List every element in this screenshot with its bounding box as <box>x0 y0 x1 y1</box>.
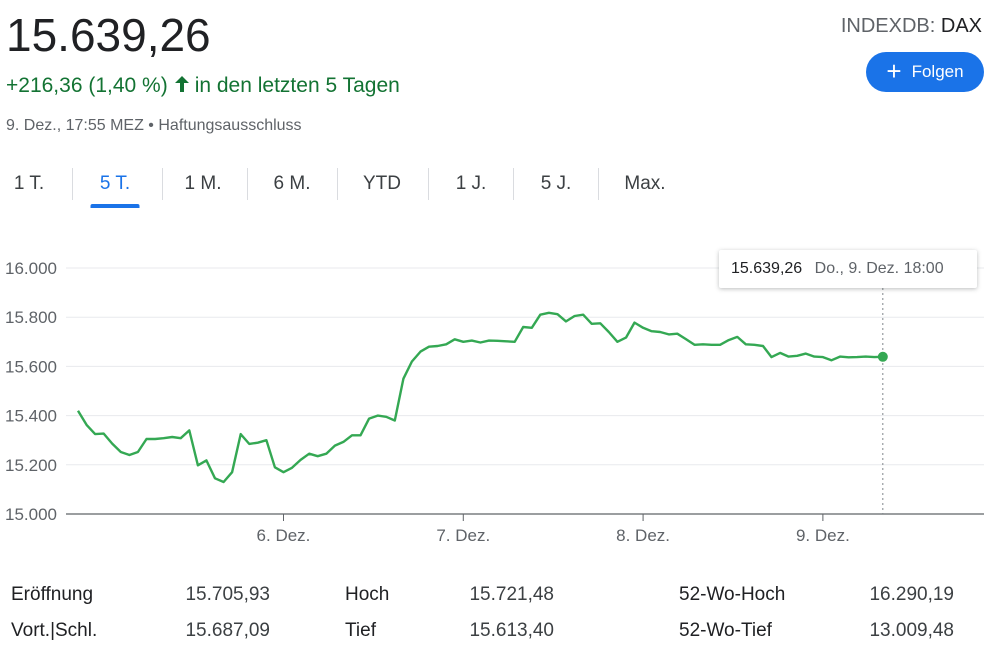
tab-divider <box>428 168 429 200</box>
ticker-symbol: DAX <box>940 15 982 37</box>
tab-divider <box>162 168 163 200</box>
stat-label-52w-high: 52-Wo-Hoch <box>679 584 786 605</box>
stat-value-52w-high: 16.290,19 <box>869 584 954 605</box>
arrow-up-icon <box>174 72 189 100</box>
tab-divider <box>598 168 599 200</box>
chart-tooltip: 15.639,26 Do., 9. Dez. 18:00 <box>719 250 977 288</box>
quote-stats: Eröffnung 15.705,93 Vort.|Schl. 15.687,0… <box>0 578 988 648</box>
tab-ytd[interactable]: YTD <box>363 173 401 194</box>
y-tick-label: 15.000 <box>5 505 57 524</box>
y-tick-label: 16.000 <box>5 259 57 278</box>
stat-value-52w-low: 13.009,48 <box>869 620 954 641</box>
stat-value-low: 15.613,40 <box>469 620 554 641</box>
quote-meta: 9. Dez., 17:55 MEZ • Haftungsausschluss <box>6 116 302 136</box>
follow-label: Folgen <box>911 62 964 81</box>
x-tick-label: 8. Dez. <box>616 526 670 545</box>
tab-1-year[interactable]: 1 J. <box>455 173 487 194</box>
stat-value-open: 15.705,93 <box>185 584 270 605</box>
plus-icon: + <box>886 56 902 86</box>
tooltip-value: 15.639,26 <box>731 260 803 277</box>
tab-divider <box>513 168 514 200</box>
x-tick-label: 9. Dez. <box>796 526 850 545</box>
price-change: +216,36 (1,40 %) in den letzten 5 Tagen <box>6 72 400 100</box>
disclaimer-link[interactable]: Haftungsausschluss <box>158 117 302 134</box>
timestamp: 9. Dez., 17:55 MEZ <box>6 117 144 134</box>
stat-value-high: 15.721,48 <box>469 584 554 605</box>
tab-6-months[interactable]: 6 M. <box>273 173 311 194</box>
tab-max[interactable]: Max. <box>624 173 666 194</box>
stat-label-high: Hoch <box>345 584 390 605</box>
change-period: in den letzten 5 Tagen <box>194 74 400 97</box>
stat-label-52w-low: 52-Wo-Tief <box>679 620 772 641</box>
stat-label-low: Tief <box>345 620 376 641</box>
exchange-symbol: INDEXDB: DAX <box>841 14 982 38</box>
x-tick-label: 6. Dez. <box>257 526 311 545</box>
x-tick-label: 7. Dez. <box>436 526 490 545</box>
tab-divider <box>337 168 338 200</box>
range-tabs: 1 T. 5 T. 1 M. 6 M. YTD 1 J. 5 J. Max. <box>0 166 700 206</box>
y-tick-label: 15.200 <box>5 456 57 475</box>
tab-divider <box>247 168 248 200</box>
tab-divider <box>72 168 73 200</box>
y-tick-label: 15.400 <box>5 407 57 426</box>
tab-1-month[interactable]: 1 M. <box>184 173 222 194</box>
stat-value-prev-close: 15.687,09 <box>185 620 270 641</box>
price-chart[interactable]: 15.000 15.200 15.400 15.600 15.800 16.000 6. … <box>0 230 988 560</box>
current-price: 15.639,26 <box>6 9 211 61</box>
y-tick-label: 15.800 <box>5 308 57 327</box>
tooltip-time: Do., 9. Dez. 18:00 <box>814 260 944 277</box>
change-value: +216,36 (1,40 %) <box>6 74 168 97</box>
stat-label-prev-close: Vort.|Schl. <box>11 620 98 641</box>
meta-separator: • <box>148 117 154 134</box>
exchange-prefix: INDEXDB: <box>840 15 936 37</box>
tab-5-days[interactable]: 5 T. <box>80 166 150 202</box>
y-tick-label: 15.600 <box>5 357 57 376</box>
chart-price-line <box>76 311 883 484</box>
chart-last-point <box>877 351 888 362</box>
follow-button[interactable]: + Folgen <box>866 52 984 92</box>
tab-5-years[interactable]: 5 J. <box>540 173 572 194</box>
tab-1-day[interactable]: 1 T. <box>13 173 45 194</box>
stat-label-open: Eröffnung <box>11 584 94 605</box>
